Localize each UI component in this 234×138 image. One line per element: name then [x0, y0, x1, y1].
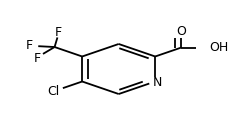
Text: F: F	[34, 52, 41, 65]
Text: O: O	[176, 25, 186, 38]
Text: Cl: Cl	[48, 85, 60, 98]
Text: F: F	[25, 39, 33, 52]
Text: N: N	[152, 76, 162, 89]
Text: F: F	[55, 26, 62, 39]
Text: OH: OH	[209, 41, 229, 54]
